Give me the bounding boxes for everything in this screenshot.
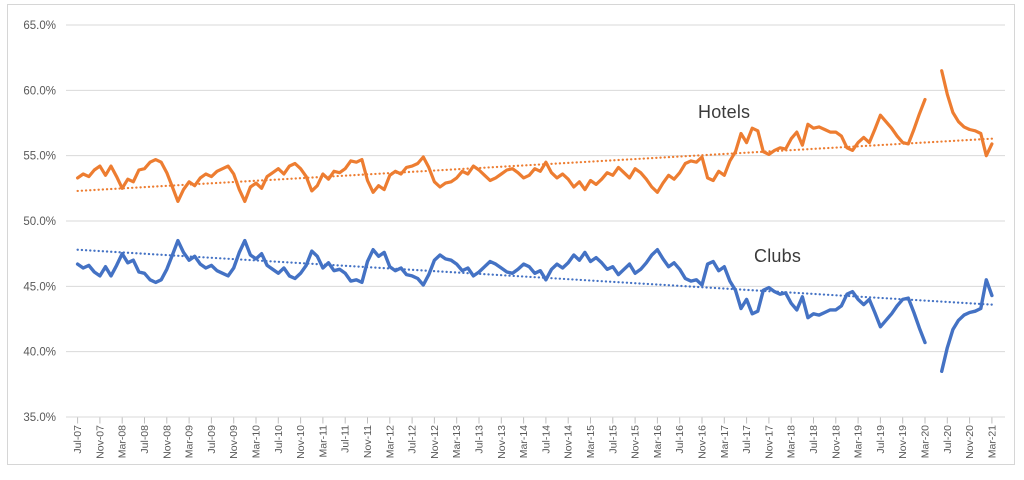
y-tick-label: 55.0%: [23, 151, 56, 163]
x-tick-label: Mar-09: [184, 425, 196, 458]
x-tick-label: Nov-09: [228, 425, 240, 459]
y-tick-label: 35.0%: [23, 412, 56, 424]
x-tick-label: Nov-20: [964, 425, 976, 459]
chart-border: [7, 4, 1015, 465]
x-tick-label: Jul-07: [72, 425, 84, 454]
x-tick-label: Jul-20: [942, 425, 954, 454]
x-tick-label: Jul-13: [474, 425, 486, 454]
x-tick-label: Jul-11: [340, 425, 352, 453]
x-tick-label: Nov-12: [429, 425, 441, 459]
x-tick-label: Nov-15: [630, 425, 642, 459]
clubs-line: [75, 238, 994, 373]
x-tick-label: Mar-15: [585, 425, 597, 458]
hotels-trendline: [76, 137, 994, 193]
x-tick-label: Nov-11: [362, 425, 374, 458]
x-tick-label: Mar-16: [652, 425, 664, 458]
x-tick-label: Nov-17: [763, 425, 775, 459]
x-tick-label: Mar-12: [384, 425, 396, 458]
y-tick-label: 40.0%: [23, 347, 56, 359]
x-tick-label: Nov-08: [161, 425, 173, 459]
x-tick-label: Mar-20: [920, 425, 932, 458]
x-tick-label: Mar-18: [786, 425, 798, 458]
x-tick-label: Mar-19: [853, 425, 865, 458]
x-tick-label: Jul-18: [808, 425, 820, 454]
x-tick-label: Mar-21: [986, 425, 998, 458]
x-tick-label: Mar-13: [451, 425, 463, 458]
x-tick-label: Jul-16: [674, 425, 686, 454]
x-tick-label: Nov-14: [563, 425, 575, 459]
x-tick-label: Nov-07: [94, 425, 106, 459]
x-tick-label: Jul-09: [206, 425, 218, 454]
x-tick-label: Jul-17: [741, 425, 753, 454]
x-tick-label: Mar-10: [251, 425, 263, 458]
x-tick-label: Jul-10: [273, 425, 285, 454]
x-tick-label: Nov-16: [697, 425, 709, 459]
hotels-line: [76, 69, 994, 203]
x-tick-label: Jul-19: [875, 425, 887, 454]
x-tick-label: Mar-14: [518, 425, 530, 458]
series-label-hotels: Hotels: [698, 102, 751, 122]
x-tick-label: Nov-10: [295, 425, 307, 459]
y-tick-label: 60.0%: [23, 85, 56, 97]
x-tick-label: Mar-11: [317, 425, 329, 458]
y-tick-label: 50.0%: [23, 216, 56, 228]
x-tick-label: Mar-17: [719, 425, 731, 458]
clubs-trendline: [76, 248, 994, 306]
x-tick-label: Jul-08: [139, 425, 151, 454]
x-tick-label: Nov-18: [830, 425, 842, 459]
x-tick-label: Jul-15: [607, 425, 619, 454]
series-label-clubs: Clubs: [754, 246, 802, 266]
x-tick-label: Mar-08: [117, 425, 129, 458]
x-tick-label: Nov-19: [897, 425, 909, 459]
x-tick-label: Jul-14: [540, 425, 552, 454]
x-tick-label: Nov-13: [496, 425, 508, 459]
y-tick-label: 65.0%: [23, 20, 56, 32]
x-tick-label: Jul-12: [407, 425, 419, 454]
y-tick-label: 45.0%: [23, 281, 56, 293]
